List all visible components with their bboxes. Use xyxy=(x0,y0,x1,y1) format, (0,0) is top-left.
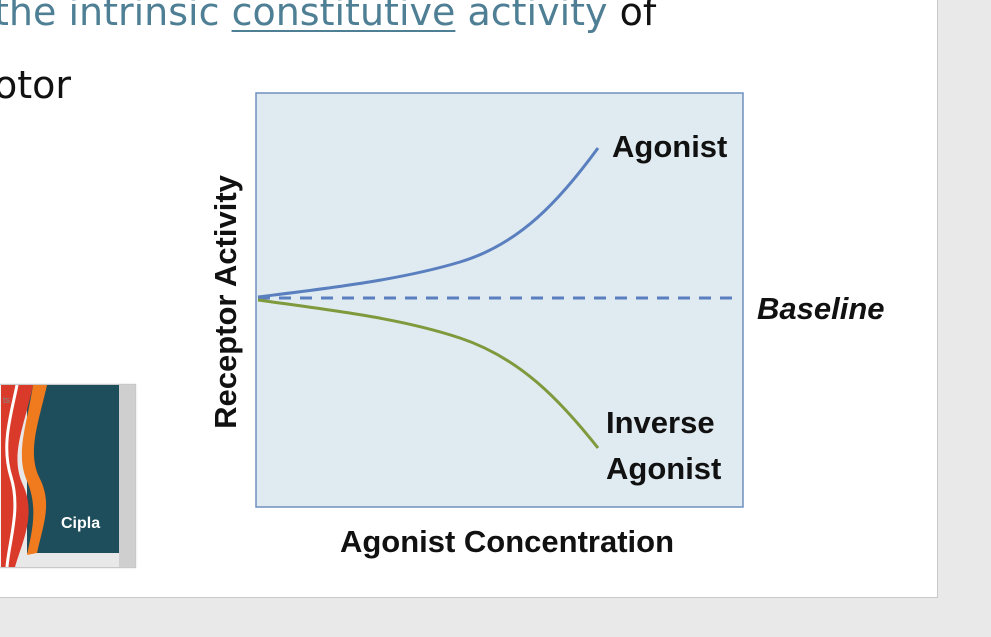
package-brand-logo: Cipla xyxy=(61,515,101,532)
y-axis-label: Receptor Activity xyxy=(208,174,243,429)
inverse-agonist-label-line2: Agonist xyxy=(606,451,721,486)
inverse-agonist-label-line1: Inverse xyxy=(606,405,715,440)
title-underlined-term: constitutive xyxy=(231,0,456,34)
agonist-curve xyxy=(257,147,600,299)
package-corner-text: ts xyxy=(3,395,11,405)
inverse-agonist-curve xyxy=(257,298,600,449)
slide: the intrinsic constitutive activity of o… xyxy=(0,0,938,598)
title-text-tail: of xyxy=(607,0,657,34)
slide-title-line-2: otor xyxy=(0,63,72,107)
drug-package-artwork xyxy=(0,385,135,567)
baseline-label: Baseline xyxy=(757,291,885,326)
x-axis-label: Agonist Concentration xyxy=(340,524,674,559)
title-text-plain: the intrinsic xyxy=(0,0,232,34)
plot-area xyxy=(255,92,744,508)
receptor-activity-diagram: Agonist Baseline Inverse Agonist Agonist… xyxy=(208,92,885,559)
drug-package-image: ts Cipla xyxy=(0,384,136,568)
agonist-label: Agonist xyxy=(612,129,727,164)
title-text-highlight: activity xyxy=(455,0,608,34)
slide-title-line-1: the intrinsic constitutive activity of xyxy=(0,0,656,31)
